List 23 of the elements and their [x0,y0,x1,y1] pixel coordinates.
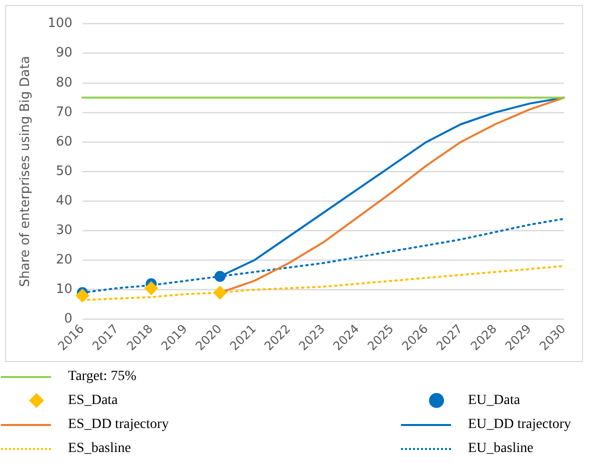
legend-label: ES_Data [68,392,118,408]
y-tick-label: 100 [48,16,72,32]
legend-label: EU_DD trajectory [468,416,572,432]
y-tick-label: 10 [56,282,72,298]
legend-label: EU_Data [468,392,520,408]
point [144,281,158,296]
y-tick-label: 0 [64,312,72,327]
legend-label: ES_basline [68,440,131,456]
y-tick-label: 90 [56,46,72,61]
y-tick-label: 80 [56,75,72,90]
legend-label: ES_DD trajectory [68,416,169,432]
point [213,286,228,300]
y-tick-label: 20 [56,252,72,268]
y-tick-label: 70 [56,104,72,120]
y-axis-title: Share of enterprises using Big Data [18,56,34,288]
y-tick-label: 40 [56,193,72,208]
point [214,270,226,282]
point [75,288,90,303]
legend-label: EU_basline [468,440,534,456]
y-tick-label: 30 [56,222,72,238]
y-tick-label: 60 [56,134,72,150]
y-tick-label: 50 [56,164,72,179]
legend-label: Target: 75% [68,368,136,384]
